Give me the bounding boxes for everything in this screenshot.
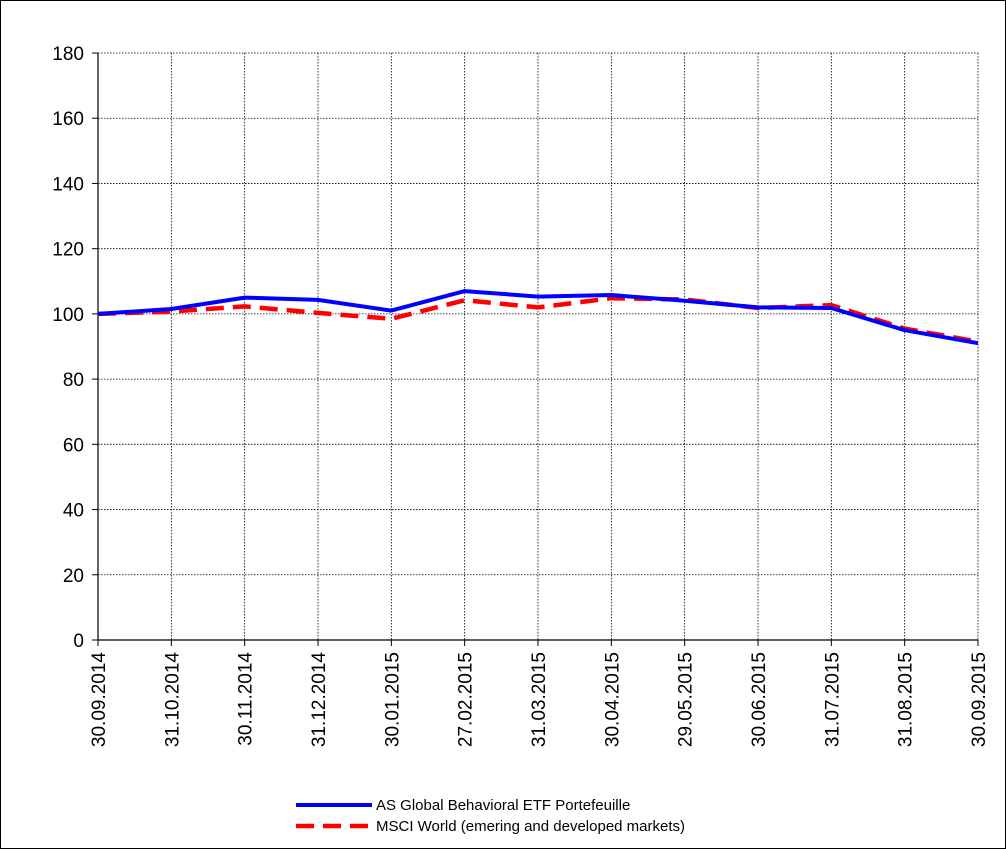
legend-label-1: AS Global Behavioral ETF Portefeuille <box>376 797 630 814</box>
x-tick-label: 30.04.2015 <box>602 652 623 747</box>
legend-label-2: MSCI World (emering and developed market… <box>376 818 685 835</box>
x-tick-label: 31.10.2014 <box>162 652 183 748</box>
y-tick-label: 100 <box>52 305 84 326</box>
y-tick-label: 20 <box>63 566 84 587</box>
y-tick-label: 80 <box>63 370 84 391</box>
x-tick-label: 30.09.2014 <box>89 652 110 748</box>
x-tick-label: 31.07.2015 <box>822 652 843 747</box>
x-tick-label: 30.11.2014 <box>236 652 257 746</box>
x-tick-label: 29.05.2015 <box>676 652 697 747</box>
x-tick-label: 30.06.2015 <box>749 652 770 747</box>
gridlines <box>98 52 979 640</box>
x-tick-label: 30.01.2015 <box>382 652 403 747</box>
y-tick-label: 120 <box>52 240 84 261</box>
y-tick-label: 140 <box>52 174 84 195</box>
y-tick-label: 40 <box>63 501 84 522</box>
x-tick-label: 31.12.2014 <box>309 652 330 748</box>
legend: AS Global Behavioral ETF Portefeuille MSC… <box>296 797 685 835</box>
y-tick-label: 160 <box>52 109 84 130</box>
y-tick-label: 60 <box>63 435 84 456</box>
x-tick-label: 27.02.2015 <box>456 652 477 747</box>
series-line-2 <box>97 295 979 344</box>
x-tick-label: 31.08.2015 <box>896 652 917 747</box>
x-tick-label: 31.03.2015 <box>529 652 550 747</box>
x-axis-ticks: 30.09.2014 31.10.2014 30.11.2014 31.12.2014… <box>89 640 990 747</box>
series-line-1 <box>97 289 979 346</box>
y-tick-label: 0 <box>73 631 84 652</box>
y-axis-ticks: 0 20 40 60 80 100 120 140 160 180 <box>52 44 98 652</box>
y-tick-label: 180 <box>52 44 84 65</box>
x-tick-label: 30.09.2015 <box>969 652 990 747</box>
series-lines <box>97 289 979 346</box>
